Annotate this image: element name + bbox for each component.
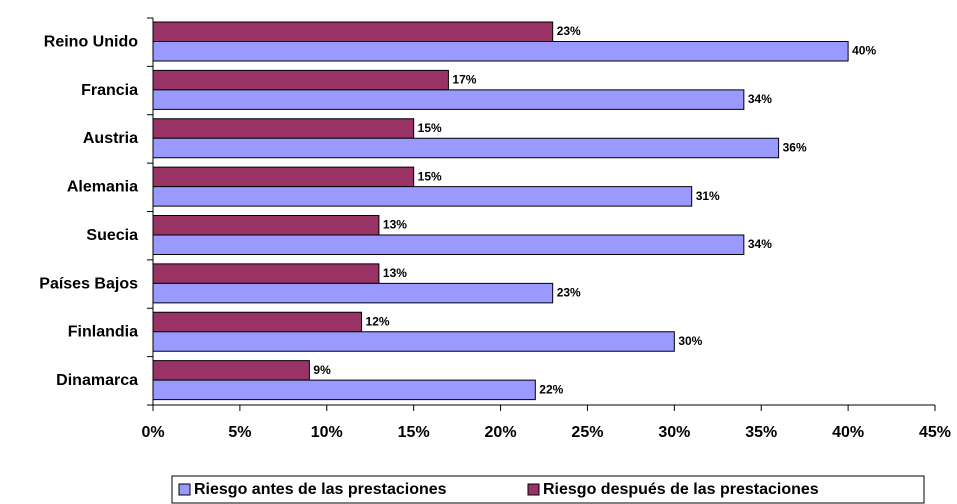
bar [152,263,380,284]
bar [152,379,536,401]
bar [152,69,449,91]
value-label: 12% [366,314,390,328]
bar [152,360,310,381]
value-label: 23% [557,286,581,300]
legend-swatch [178,483,191,496]
x-tick-label: 5% [228,424,251,441]
category-label: Francia [81,82,138,99]
value-label: 17% [452,73,476,87]
value-label: 34% [748,92,772,106]
bar [152,331,675,352]
value-label: 13% [383,266,407,280]
value-label: 36% [783,140,807,154]
value-label: 23% [557,24,581,38]
x-tick-label: 20% [485,424,517,441]
x-tick-label: 15% [398,424,430,441]
value-label: 15% [418,169,442,183]
value-label: 30% [678,334,702,348]
x-tick-label: 30% [658,424,690,441]
bar [152,311,363,333]
bar [152,118,415,139]
bar [152,21,554,42]
category-label: Finlandia [68,324,138,341]
value-label: 22% [539,382,563,396]
category-label: Reino Unido [44,33,138,50]
legend-swatch [527,483,540,496]
bar [152,282,554,304]
category-label: Dinamarca [56,372,138,389]
value-label: 40% [852,44,876,58]
bar [152,89,745,110]
value-label: 9% [313,363,331,377]
bar [152,41,849,62]
x-tick-label: 10% [311,424,343,441]
x-tick-label: 35% [745,424,777,441]
value-label: 31% [696,189,720,203]
value-label: 34% [748,237,772,251]
x-tick-label: 40% [832,424,864,441]
legend-label: Riesgo antes de las prestaciones [194,481,447,498]
legend-label: Riesgo después de las prestaciones [543,481,819,498]
category-label: Países Bajos [39,275,138,292]
value-label: 13% [383,218,407,232]
category-label: Alemania [67,179,138,196]
x-tick-label: 25% [571,424,603,441]
legend-box [171,475,925,504]
bar [152,186,693,207]
category-label: Austria [83,130,138,147]
x-tick-label: 45% [919,424,951,441]
x-tick-label: 0% [141,424,164,441]
bar [152,166,415,188]
bar [152,234,745,255]
bar [152,215,380,236]
value-label: 15% [418,121,442,135]
bar [152,137,780,159]
category-label: Suecia [86,227,138,244]
